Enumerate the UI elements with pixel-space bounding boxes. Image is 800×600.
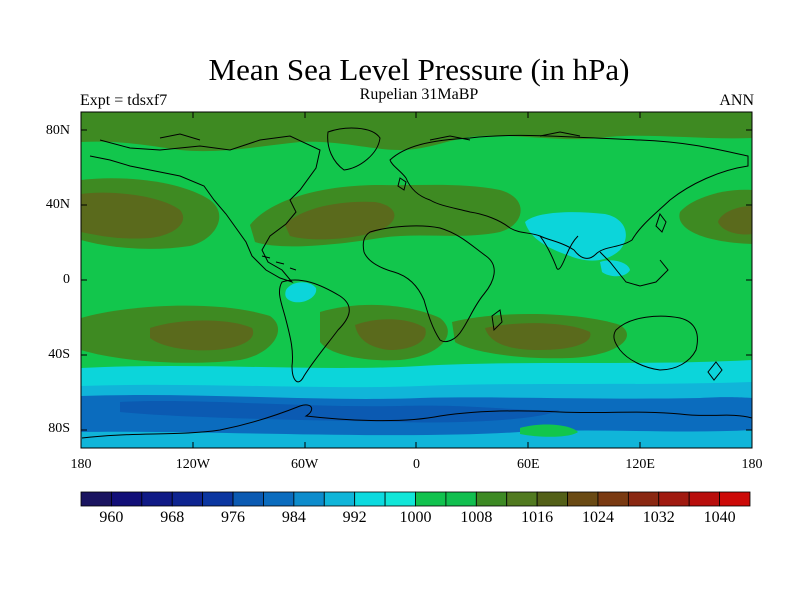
colorbar-box bbox=[719, 491, 751, 507]
indian-ocean-high-core bbox=[485, 323, 591, 350]
antarctica-coast bbox=[81, 404, 752, 439]
colorbar bbox=[80, 491, 751, 507]
colorbar-box bbox=[445, 491, 477, 507]
colorbar-label: 960 bbox=[99, 509, 124, 526]
axis-ticks bbox=[81, 112, 752, 448]
north-america-coast bbox=[89, 135, 321, 284]
colorbar-label: 1008 bbox=[460, 509, 493, 526]
longitude-label: 0 bbox=[413, 457, 420, 472]
colorbar-label: 1040 bbox=[703, 509, 736, 526]
season-label: ANN bbox=[719, 92, 754, 109]
asian-low bbox=[525, 212, 626, 261]
south-pacific-high-core bbox=[150, 320, 254, 351]
colorbar-box bbox=[232, 491, 264, 507]
colorbar-box bbox=[80, 491, 112, 507]
colorbar-box bbox=[688, 491, 720, 507]
coastlines bbox=[81, 127, 752, 439]
colorbar-box bbox=[354, 491, 386, 507]
colorbar-label: 976 bbox=[221, 509, 246, 526]
colorbar-box bbox=[536, 491, 568, 507]
longitude-label: 180 bbox=[741, 457, 763, 472]
southeast-asia-coast bbox=[599, 251, 669, 287]
colorbar-box bbox=[293, 491, 325, 507]
caribbean-islands bbox=[261, 255, 297, 271]
colorbar-box bbox=[111, 491, 143, 507]
arctic-islands bbox=[159, 131, 581, 141]
colorbar-box bbox=[263, 491, 295, 507]
europe-asia-coast bbox=[389, 134, 749, 259]
colorbar-box bbox=[597, 491, 629, 507]
colorbar-box bbox=[384, 491, 416, 507]
chart-title: Mean Sea Level Pressure (in hPa) bbox=[208, 52, 630, 87]
southern-ocean-low-core bbox=[120, 401, 560, 423]
greenland-coast bbox=[327, 127, 381, 171]
madagascar-coast bbox=[491, 309, 503, 332]
north-pacific-high-east-core bbox=[718, 206, 752, 235]
chart-subtitle: Rupelian 31MaBP bbox=[359, 86, 479, 103]
antarctic-high-patch bbox=[520, 424, 578, 437]
arctic-high-band bbox=[81, 112, 752, 152]
colorbar-label: 1032 bbox=[642, 509, 675, 526]
colorbar-box bbox=[567, 491, 599, 507]
south-america-coast bbox=[279, 279, 350, 383]
africa-coast bbox=[362, 225, 495, 343]
british-isles-coast bbox=[397, 177, 407, 191]
longitude-label: 180 bbox=[70, 457, 92, 472]
longitude-label: 60W bbox=[291, 457, 319, 472]
colorbar-box bbox=[475, 491, 508, 507]
colorbar-box bbox=[627, 491, 660, 507]
latitude-label: 80N bbox=[45, 122, 70, 138]
colorbar-label: 1000 bbox=[399, 509, 432, 526]
colorbar-label: 992 bbox=[342, 509, 367, 526]
colorbar-box bbox=[658, 491, 690, 507]
latitude-label: 0 bbox=[63, 272, 70, 287]
new-zealand-coast bbox=[707, 361, 723, 381]
south-atlantic-high-core bbox=[355, 319, 426, 350]
antarctic-inner-ring bbox=[81, 430, 752, 448]
longitude-label: 120W bbox=[175, 457, 210, 472]
colorbar-label: 1016 bbox=[521, 509, 554, 526]
colorbar-box bbox=[323, 491, 356, 507]
colorbar-box bbox=[415, 491, 447, 507]
experiment-label: Expt = tdsxf7 bbox=[80, 92, 168, 109]
north-pacific-high-west-core bbox=[81, 192, 184, 239]
latitude-label: 40N bbox=[45, 197, 70, 213]
south-america-low bbox=[285, 282, 317, 303]
colorbar-box bbox=[141, 491, 173, 507]
colorbar-box bbox=[506, 491, 538, 507]
longitude-label: 60E bbox=[517, 457, 540, 472]
colorbar-label: 968 bbox=[160, 509, 185, 526]
colorbar-box bbox=[202, 491, 234, 507]
colorbar-label: 1024 bbox=[581, 509, 614, 526]
latitude-label: 40S bbox=[48, 346, 70, 362]
latitude-label: 80S bbox=[48, 421, 70, 437]
japan-coast bbox=[655, 212, 667, 233]
india-coast bbox=[539, 235, 579, 270]
australia-coast bbox=[613, 315, 698, 371]
colorbar-box bbox=[171, 491, 204, 507]
colorbar-label: 984 bbox=[281, 509, 306, 526]
north-atlantic-high-core bbox=[285, 201, 395, 240]
longitude-label: 120E bbox=[625, 457, 655, 472]
